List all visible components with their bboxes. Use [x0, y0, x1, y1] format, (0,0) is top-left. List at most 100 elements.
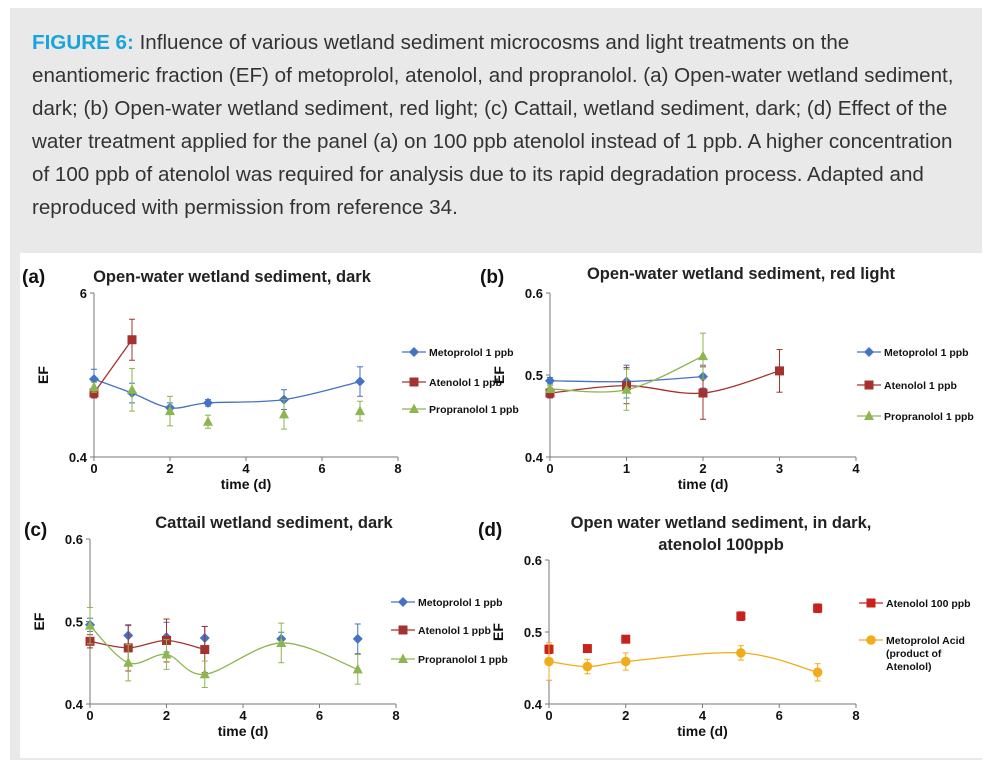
charts-svg: (a) Open-water wetland sediment, dark 0.4 6…	[22, 265, 974, 739]
legend-marker	[866, 635, 876, 645]
legend-label: Atenolol 1 ppb	[884, 380, 957, 392]
data-point	[199, 668, 210, 679]
legend-label: Metoprolol 1 ppb	[418, 597, 503, 609]
data-point	[200, 645, 210, 655]
legend-marker	[864, 380, 874, 390]
data-point	[85, 620, 95, 630]
data-point	[89, 374, 99, 385]
series-line	[548, 651, 818, 673]
data-point	[545, 375, 555, 386]
panel-label: (a)	[22, 267, 45, 288]
y-tick-label: 0.5	[65, 615, 83, 630]
legend-marker	[864, 347, 874, 357]
data-point	[127, 335, 137, 345]
data-point	[736, 611, 746, 621]
legend-marker	[866, 598, 876, 608]
data-point	[582, 661, 593, 672]
chart-title: Open-water wetland sediment, dark	[93, 268, 372, 286]
caption-label: FIGURE 6:	[32, 31, 134, 54]
y-tick-label: 6	[80, 286, 87, 301]
data-point	[352, 633, 363, 644]
y-axis-label: EF	[491, 366, 507, 384]
data-point	[698, 350, 708, 361]
x-tick-label: 2	[622, 708, 629, 723]
chart-panel-4: (d) Open water wetland sediment, in dark,…	[478, 514, 971, 739]
data-point	[161, 649, 172, 659]
data-point	[544, 656, 554, 667]
data-point	[165, 405, 175, 416]
y-axis-label: EF	[35, 366, 51, 384]
legend-entry: Propranolol 1 ppb	[402, 403, 519, 416]
legend-label: Atenolol 1 ppb	[429, 377, 502, 389]
x-tick-label: 4	[242, 461, 250, 476]
x-tick-label: 0	[90, 461, 97, 476]
legend-label: Propranolol 1 ppb	[884, 411, 974, 423]
data-point	[276, 637, 287, 647]
legend-label: Atenolol 100 ppb	[886, 598, 971, 610]
y-tick-label: 0.6	[524, 553, 542, 568]
legend-label: (product of	[886, 648, 942, 660]
data-point	[582, 644, 592, 654]
y-axis-label: EF	[31, 612, 47, 630]
legend-entry: Atenolol 1 ppb	[857, 380, 957, 392]
data-point	[698, 388, 708, 398]
legend-entry: Metoprolol 1 ppb	[857, 347, 969, 359]
x-axis-label: time (d)	[677, 723, 728, 739]
legend-entry: Atenolol 1 ppb	[402, 377, 502, 389]
chart-title: Cattail wetland sediment, dark	[155, 514, 393, 532]
data-point	[89, 381, 99, 392]
y-tick-label: 0.4	[525, 450, 544, 465]
x-tick-label: 8	[392, 708, 399, 723]
legend-marker	[409, 403, 419, 413]
y-tick-label: 0.4	[524, 697, 543, 712]
legend-label: Metoprolol 1 ppb	[429, 347, 514, 359]
series-2	[544, 642, 823, 682]
series-line	[93, 339, 133, 394]
data-point	[545, 388, 555, 398]
legend-label: Propranolol 1 ppb	[429, 404, 519, 416]
legend-entry: Propranolol 1 ppb	[391, 653, 508, 666]
series-3	[89, 367, 365, 430]
panel-label: (d)	[478, 520, 502, 541]
data-point	[620, 656, 631, 667]
series-2	[85, 618, 210, 674]
data-point	[203, 416, 213, 426]
legend-marker	[409, 377, 419, 387]
legend-label: Propranolol 1 ppb	[418, 654, 508, 666]
chart-panels: (a) Open-water wetland sediment, dark 0.4 6…	[20, 253, 982, 758]
series-line	[549, 370, 780, 395]
figure-frame: FIGURE 6: Influence of various wetland s…	[10, 8, 982, 760]
series-3	[85, 606, 363, 688]
y-axis-label: EF	[490, 623, 506, 641]
data-point	[813, 603, 823, 613]
series-1	[544, 603, 823, 655]
data-point	[812, 667, 823, 678]
legend-label: Metoprolol 1 ppb	[884, 347, 969, 359]
data-point	[775, 366, 784, 376]
legend-entry: Atenolol 1 ppb	[391, 625, 491, 637]
x-tick-label: 2	[699, 461, 706, 476]
data-point	[89, 388, 99, 398]
caption-text: Influence of various wetland sediment mi…	[32, 31, 954, 219]
figure-caption: FIGURE 6: Influence of various wetland s…	[32, 26, 962, 224]
x-tick-label: 0	[546, 461, 553, 476]
legend-entry: Atenolol 100 ppb	[859, 598, 971, 610]
chart-panel-2: (b) Open-water wetland sediment, red ligh…	[480, 265, 974, 492]
x-tick-label: 6	[316, 708, 323, 723]
x-tick-label: 6	[776, 708, 783, 723]
x-tick-label: 8	[394, 461, 401, 476]
legend-label: Atenolol)	[886, 661, 932, 673]
chart-panel-1: (a) Open-water wetland sediment, dark 0.4 6…	[22, 267, 519, 492]
legend-marker	[398, 597, 408, 607]
legend-entry: Propranolol 1 ppb	[857, 410, 974, 423]
legend-label: Atenolol 1 ppb	[418, 625, 491, 637]
legend-label: Metoprolol Acid	[886, 635, 965, 647]
panel-label: (b)	[480, 267, 504, 288]
legend-entry: Metoprolol 1 ppb	[402, 347, 514, 359]
data-point	[736, 648, 746, 658]
x-axis-label: time (d)	[218, 723, 269, 739]
x-axis-label: time (d)	[221, 476, 272, 492]
chart-title: Open-water wetland sediment, red light	[587, 265, 896, 283]
data-point	[621, 384, 632, 394]
x-tick-label: 2	[163, 708, 170, 723]
